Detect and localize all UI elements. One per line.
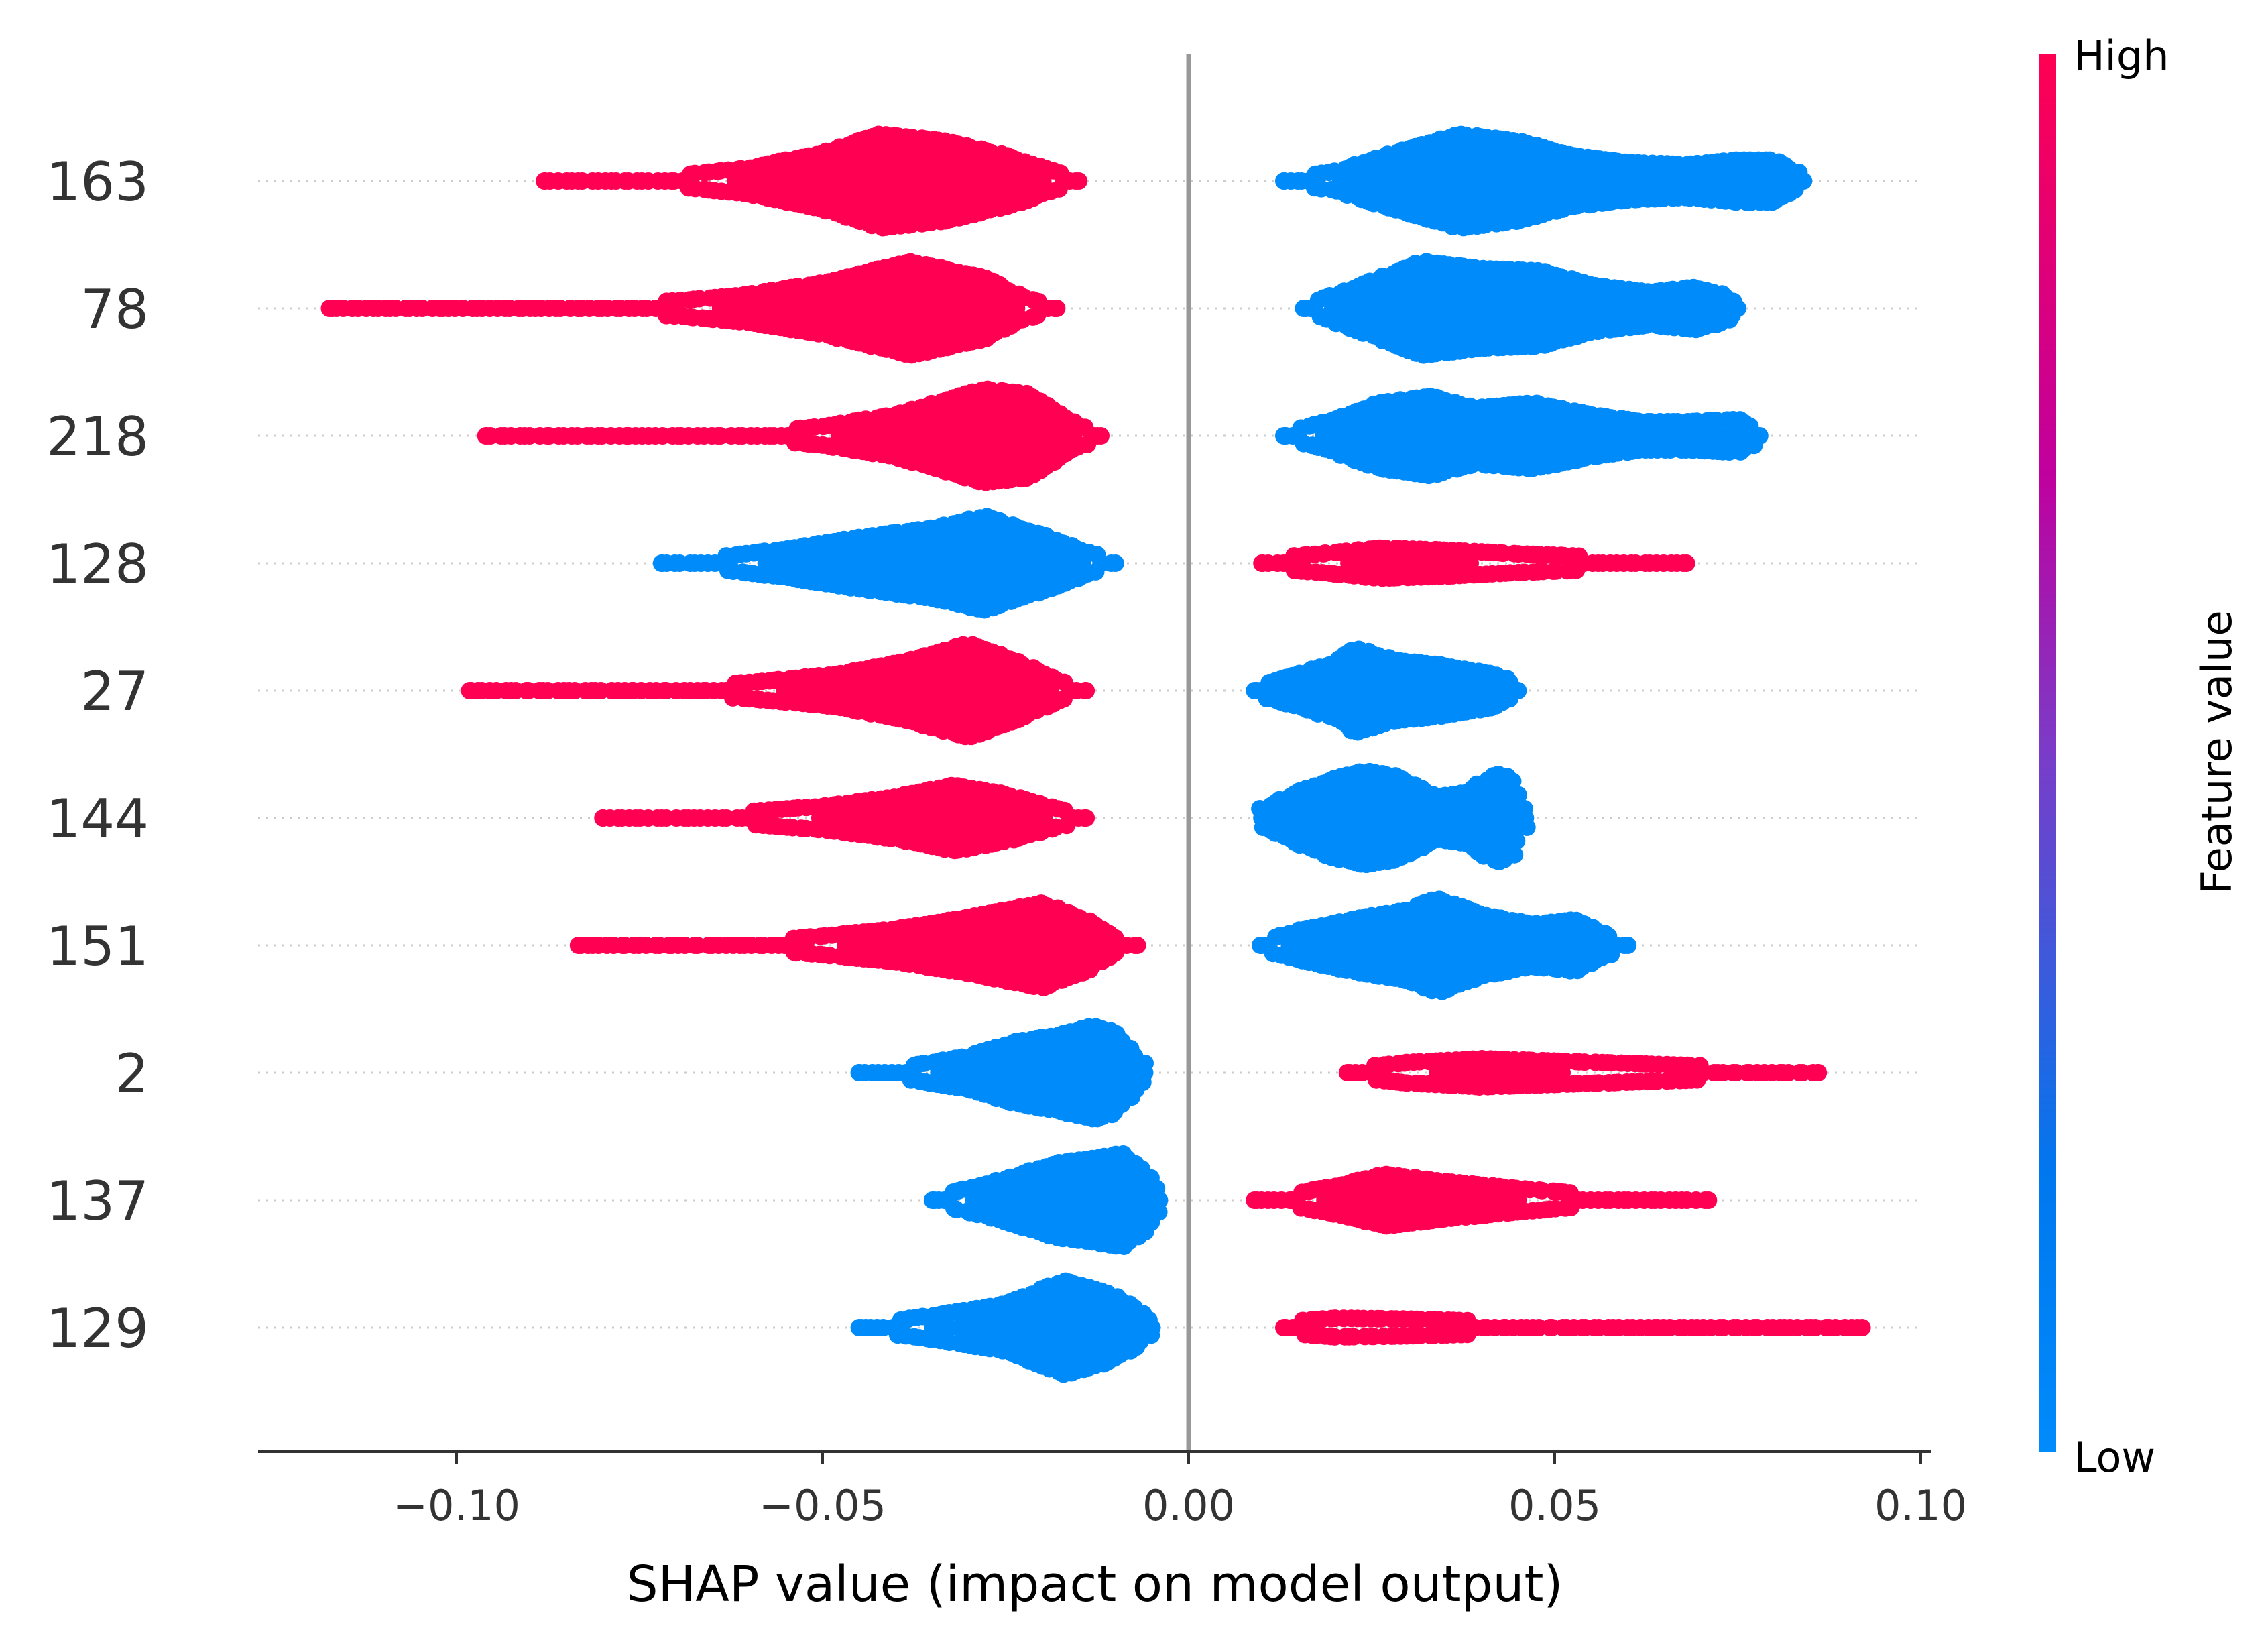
data-point (1070, 172, 1088, 190)
feature-151-right-cluster (1252, 890, 1637, 1000)
data-point (1619, 937, 1637, 954)
feature-2-left-cluster (850, 1018, 1154, 1128)
data-point (1077, 809, 1095, 827)
data-point (536, 172, 553, 190)
data-point (1253, 554, 1271, 572)
data-point (1246, 682, 1264, 699)
beeswarm-points (320, 125, 1871, 1383)
feature-27-right-cluster (1246, 640, 1527, 741)
data-point (1677, 554, 1695, 572)
feature-144-left-cluster (594, 776, 1095, 860)
data-point (1106, 554, 1124, 572)
feature-2-right-cluster (1338, 1050, 1828, 1096)
data-point (1297, 300, 1315, 317)
feature-78-left-cluster (320, 253, 1066, 364)
feature-163-left-cluster (536, 125, 1088, 237)
feature-218-right-cluster (1275, 387, 1769, 485)
data-point (652, 554, 670, 572)
data-point (1048, 300, 1066, 317)
feature-137-right-cluster (1246, 1165, 1718, 1235)
data-point (1092, 427, 1110, 445)
data-point (323, 300, 341, 317)
feature-27-left-cluster (461, 636, 1095, 746)
data-point (1516, 809, 1535, 827)
data-point (1275, 427, 1293, 445)
data-point (1275, 172, 1293, 190)
data-point (1809, 1064, 1828, 1081)
data-point (1150, 1191, 1169, 1209)
data-point (1077, 682, 1095, 699)
data-point (572, 937, 590, 954)
data-point (1509, 682, 1527, 699)
data-point (462, 682, 480, 699)
data-point (1341, 1064, 1359, 1081)
data-point (477, 427, 495, 445)
data-point (923, 1191, 941, 1209)
data-point (1253, 809, 1271, 827)
data-point (594, 809, 612, 827)
feature-151-left-cluster (569, 894, 1146, 996)
data-point (1128, 937, 1146, 954)
data-point (1253, 937, 1271, 954)
data-point (1729, 300, 1746, 317)
feature-128-left-cluster (652, 508, 1124, 619)
feature-78-right-cluster (1295, 253, 1746, 364)
data-point (1795, 172, 1813, 190)
data-point (1136, 1064, 1154, 1081)
feature-163-right-cluster (1275, 125, 1813, 237)
feature-137-left-cluster (923, 1145, 1169, 1255)
feature-144-right-cluster (1251, 762, 1536, 874)
data-point (1750, 427, 1769, 445)
data-point (850, 1064, 868, 1081)
feature-128-right-cluster (1253, 539, 1695, 587)
feature-218-left-cluster (477, 380, 1110, 491)
